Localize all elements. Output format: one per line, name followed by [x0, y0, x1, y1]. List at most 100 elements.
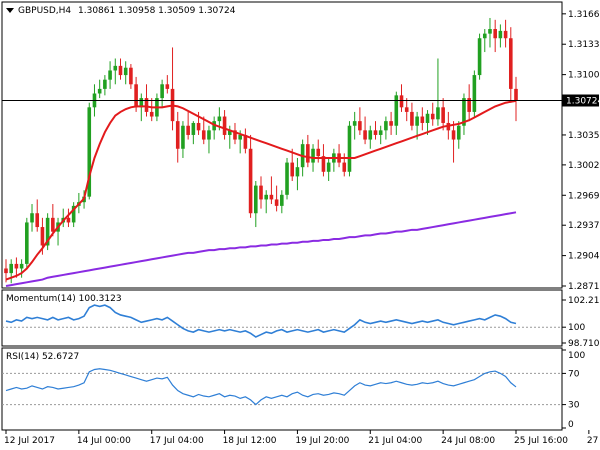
candle[interactable]	[326, 157, 331, 181]
candle-body	[295, 167, 300, 177]
candle[interactable]	[103, 75, 107, 96]
candle[interactable]	[66, 208, 71, 228]
candle[interactable]	[45, 213, 50, 251]
candle[interactable]	[30, 204, 34, 232]
candle[interactable]	[56, 217, 60, 246]
candle[interactable]	[280, 190, 284, 214]
candle-body	[373, 130, 378, 135]
candle[interactable]	[436, 58, 440, 126]
candle[interactable]	[51, 204, 55, 237]
candle[interactable]	[253, 181, 258, 228]
candle[interactable]	[410, 102, 414, 131]
candle-body	[201, 130, 206, 140]
candle[interactable]	[363, 116, 367, 145]
candle[interactable]	[441, 98, 445, 131]
collapse-arrow-icon[interactable]	[6, 8, 14, 13]
candle[interactable]	[467, 84, 471, 122]
candle[interactable]	[352, 111, 357, 140]
candle-body	[97, 88, 102, 94]
candle[interactable]	[399, 84, 404, 112]
candle[interactable]	[14, 257, 19, 278]
candle[interactable]	[498, 24, 503, 48]
candle[interactable]	[129, 64, 133, 89]
candle[interactable]	[222, 110, 227, 140]
candle[interactable]	[321, 144, 326, 177]
candle[interactable]	[19, 259, 24, 278]
candle[interactable]	[212, 116, 216, 140]
candle-body	[207, 130, 211, 140]
candle[interactable]	[108, 61, 112, 89]
candle[interactable]	[472, 70, 477, 117]
candle[interactable]	[118, 58, 123, 80]
candle[interactable]	[35, 199, 40, 232]
candle[interactable]	[295, 157, 300, 191]
candle[interactable]	[373, 121, 378, 140]
candle[interactable]	[430, 102, 435, 126]
candle-body	[311, 148, 315, 163]
candle[interactable]	[186, 111, 190, 140]
candle[interactable]	[378, 125, 383, 145]
current-price-tag-label: 1.30724	[566, 97, 600, 107]
candle[interactable]	[337, 144, 341, 168]
candle-body	[233, 130, 237, 140]
candle[interactable]	[394, 91, 399, 135]
candle[interactable]	[259, 176, 263, 209]
candle[interactable]	[274, 185, 279, 212]
candle[interactable]	[233, 122, 237, 145]
candle[interactable]	[462, 93, 466, 135]
candle[interactable]	[170, 47, 175, 131]
candle[interactable]	[191, 121, 196, 145]
candle[interactable]	[316, 139, 321, 163]
candle[interactable]	[25, 217, 29, 269]
candle[interactable]	[456, 121, 461, 149]
candle[interactable]	[269, 176, 274, 205]
candle[interactable]	[113, 58, 118, 85]
candle[interactable]	[493, 19, 497, 53]
candle[interactable]	[123, 61, 128, 85]
candle[interactable]	[181, 121, 185, 158]
candle[interactable]	[420, 107, 425, 131]
candle[interactable]	[358, 107, 362, 135]
candle[interactable]	[175, 111, 180, 163]
candle[interactable]	[332, 148, 336, 172]
candle[interactable]	[97, 79, 102, 99]
candle[interactable]	[201, 116, 206, 145]
candle[interactable]	[342, 153, 347, 177]
candle[interactable]	[503, 19, 508, 48]
candle[interactable]	[404, 98, 409, 122]
candle[interactable]	[482, 29, 487, 53]
candle[interactable]	[368, 125, 373, 149]
candle[interactable]	[389, 111, 393, 135]
candle[interactable]	[347, 121, 352, 177]
candle[interactable]	[243, 128, 248, 154]
time-axis-label: 14 Jul 00:00	[77, 436, 131, 446]
candle[interactable]	[207, 125, 211, 154]
candle[interactable]	[425, 110, 430, 135]
rsi-axis-label: 100	[568, 351, 585, 361]
candle-body	[40, 227, 45, 246]
candle-body	[498, 30, 503, 39]
candle[interactable]	[508, 27, 513, 103]
candle[interactable]	[300, 139, 305, 177]
candle[interactable]	[4, 259, 8, 283]
candle[interactable]	[451, 121, 456, 163]
candle[interactable]	[290, 148, 295, 181]
candle[interactable]	[285, 157, 289, 200]
candle[interactable]	[264, 190, 269, 214]
candle[interactable]	[488, 17, 492, 48]
candle[interactable]	[384, 116, 388, 140]
candle[interactable]	[306, 134, 310, 168]
candle[interactable]	[160, 79, 164, 108]
candle[interactable]	[165, 75, 170, 94]
candle[interactable]	[9, 259, 14, 284]
candle[interactable]	[71, 202, 76, 228]
candle[interactable]	[87, 102, 92, 200]
candle[interactable]	[149, 98, 154, 122]
candle[interactable]	[248, 134, 253, 218]
candle[interactable]	[477, 33, 482, 80]
candle-body	[186, 125, 190, 135]
candle-body	[181, 125, 185, 149]
candle[interactable]	[514, 76, 518, 122]
